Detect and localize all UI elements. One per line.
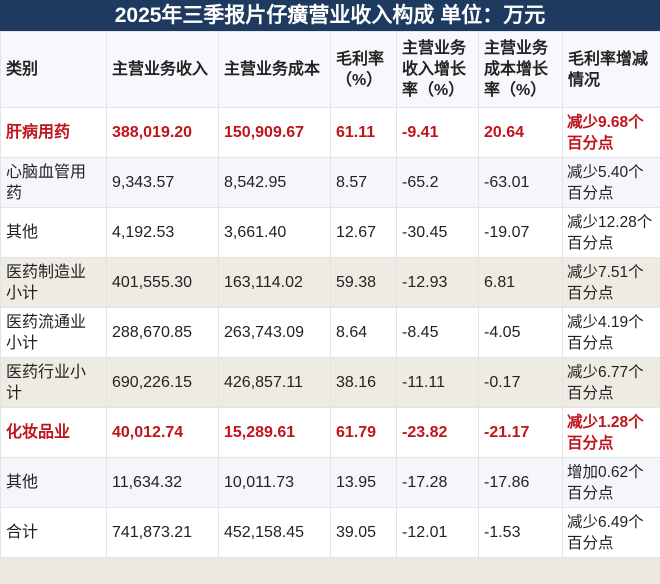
cell-revenue-growth: -11.11 [396,357,479,408]
table-row: 医药制造业小计 401,555.30 163,114.02 59.38 -12.93 6.… [0,257,660,308]
cell-gross-margin: 61.11 [330,107,397,158]
cell-gross-margin: 61.79 [330,407,397,458]
cell-category: 合计 [0,507,107,558]
cell-gross-margin: 12.67 [330,207,397,258]
header-revenue: 主营业务收入 [106,31,219,108]
cell-category: 化妆品业 [0,407,107,458]
cell-gross-margin: 13.95 [330,457,397,508]
header-category: 类别 [0,31,107,108]
cell-revenue: 40,012.74 [106,407,219,458]
cell-revenue: 288,670.85 [106,307,219,358]
revenue-composition-table: 类别 主营业务收入 主营业务成本 毛利率（%） 主营业务收入增长率（%） 主营业… [0,31,660,558]
cell-cost: 10,011.73 [218,457,331,508]
cell-cost: 150,909.67 [218,107,331,158]
cell-category: 其他 [0,457,107,508]
cell-revenue-growth: -23.82 [396,407,479,458]
cell-revenue: 388,019.20 [106,107,219,158]
cell-cost: 3,661.40 [218,207,331,258]
cell-margin-change: 减少12.28个百分点 [562,207,660,258]
cell-category: 医药流通业小计 [0,307,107,358]
cell-category: 心脑血管用药 [0,157,107,208]
cell-category: 医药制造业小计 [0,257,107,308]
cell-margin-change: 减少4.19个百分点 [562,307,660,358]
cell-margin-change: 减少5.40个百分点 [562,157,660,208]
cell-revenue: 4,192.53 [106,207,219,258]
cell-margin-change: 减少6.49个百分点 [562,507,660,558]
cell-cost-growth: -19.07 [478,207,563,258]
cell-cost-growth: 20.64 [478,107,563,158]
cell-cost-growth: -21.17 [478,407,563,458]
cell-category: 肝病用药 [0,107,107,158]
cell-revenue-growth: -12.93 [396,257,479,308]
cell-cost-growth: -1.53 [478,507,563,558]
header-gross-margin: 毛利率（%） [330,31,397,108]
cell-margin-change: 减少7.51个百分点 [562,257,660,308]
header-revenue-growth: 主营业务收入增长率（%） [396,31,479,108]
cell-cost: 426,857.11 [218,357,331,408]
table-row: 合计 741,873.21 452,158.45 39.05 -12.01 -1.53 减少… [0,507,660,558]
table-title: 2025年三季报片仔癀营业收入构成 单位：万元 [0,0,660,31]
cell-gross-margin: 38.16 [330,357,397,408]
cell-revenue-growth: -9.41 [396,107,479,158]
cell-margin-change: 减少1.28个百分点 [562,407,660,458]
cell-revenue-growth: -65.2 [396,157,479,208]
header-margin-change: 毛利率增减情况 [562,31,660,108]
cell-margin-change: 增加0.62个百分点 [562,457,660,508]
header-row: 类别 主营业务收入 主营业务成本 毛利率（%） 主营业务收入增长率（%） 主营业… [0,31,660,108]
table-row: 其他 4,192.53 3,661.40 12.67 -30.45 -19.07 减少12.… [0,207,660,258]
cell-cost: 452,158.45 [218,507,331,558]
cell-gross-margin: 39.05 [330,507,397,558]
cell-gross-margin: 59.38 [330,257,397,308]
cell-cost-growth: -4.05 [478,307,563,358]
table-row: 化妆品业 40,012.74 15,289.61 61.79 -23.82 -21.17 减… [0,407,660,458]
cell-cost-growth: -0.17 [478,357,563,408]
cell-revenue-growth: -8.45 [396,307,479,358]
cell-category: 医药行业小计 [0,357,107,408]
cell-cost: 8,542.95 [218,157,331,208]
header-cost: 主营业务成本 [218,31,331,108]
cell-revenue: 9,343.57 [106,157,219,208]
cell-revenue: 401,555.30 [106,257,219,308]
header-cost-growth: 主营业务成本增长率（%） [478,31,563,108]
cell-revenue: 11,634.32 [106,457,219,508]
cell-margin-change: 减少6.77个百分点 [562,357,660,408]
table-row: 医药行业小计 690,226.15 426,857.11 38.16 -11.11 -0.… [0,357,660,408]
table-row: 其他 11,634.32 10,011.73 13.95 -17.28 -17.86 增加0… [0,457,660,508]
cell-gross-margin: 8.64 [330,307,397,358]
cell-margin-change: 减少9.68个百分点 [562,107,660,158]
cell-revenue-growth: -12.01 [396,507,479,558]
cell-cost: 163,114.02 [218,257,331,308]
cell-cost-growth: -17.86 [478,457,563,508]
cell-gross-margin: 8.57 [330,157,397,208]
table-row: 肝病用药 388,019.20 150,909.67 61.11 -9.41 20.64 减… [0,107,660,158]
cell-cost-growth: 6.81 [478,257,563,308]
cell-revenue: 741,873.21 [106,507,219,558]
cell-cost: 15,289.61 [218,407,331,458]
cell-cost-growth: -63.01 [478,157,563,208]
cell-revenue: 690,226.15 [106,357,219,408]
cell-cost: 263,743.09 [218,307,331,358]
cell-revenue-growth: -30.45 [396,207,479,258]
cell-category: 其他 [0,207,107,258]
cell-revenue-growth: -17.28 [396,457,479,508]
table-row: 医药流通业小计 288,670.85 263,743.09 8.64 -8.45 -4.0… [0,307,660,358]
table-row: 心脑血管用药 9,343.57 8,542.95 8.57 -65.2 -63.01 减少5… [0,157,660,208]
